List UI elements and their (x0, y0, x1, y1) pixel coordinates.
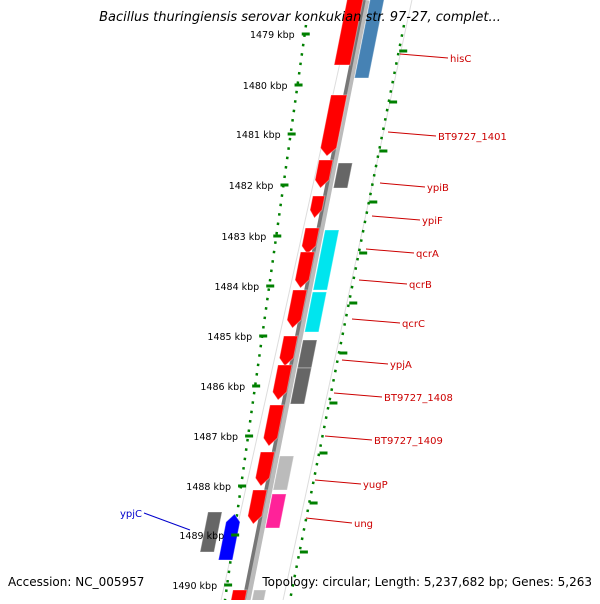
tick-layer: 1479 kbp 1480 kbp 1481 kbp 1482 kbp 1483 kbp… (172, 30, 408, 604)
gene-BT9727-1408[interactable] (289, 367, 313, 405)
gene-yugP[interactable] (272, 455, 295, 491)
label-layer: hisC BT9727_1401 ypiB ypiF qcrA qcrB qcrC ypjA B… (120, 53, 507, 531)
gene-qcrA[interactable] (312, 229, 340, 291)
gene-hisC[interactable] (353, 0, 385, 79)
tick-label: 1487 kbp (193, 432, 238, 443)
accession-text: Accession: NC_005957 (8, 575, 145, 589)
tick-label: 1482 kbp (229, 181, 274, 192)
gene-ypiB-red[interactable] (314, 159, 334, 189)
gene-leader-line (371, 215, 421, 221)
topology-text: Topology: circular; Length: 5,237,682 bp… (262, 575, 592, 589)
gene-label[interactable]: yugP (363, 480, 388, 491)
gene-label[interactable]: ypiB (427, 183, 449, 194)
tick-label: 1480 kbp (243, 81, 288, 92)
gene-label[interactable]: qcrC (402, 319, 425, 330)
tick-label: 1484 kbp (214, 282, 259, 293)
gene-ung[interactable] (264, 493, 287, 529)
gene-ypjA-red[interactable] (278, 335, 299, 367)
gene-qcrC[interactable] (286, 289, 308, 329)
backbone-shadow (243, 0, 370, 601)
gene-label[interactable]: hisC (450, 54, 471, 65)
gene-ypjC[interactable] (217, 513, 241, 561)
gene-ypiB[interactable] (332, 162, 354, 189)
gene-leader-line (399, 53, 449, 59)
tick-label: 1485 kbp (207, 332, 252, 343)
gene-qcrA-red[interactable] (301, 227, 321, 255)
gene-BT9727-1401[interactable] (319, 94, 348, 157)
gene-leader-line (358, 279, 408, 285)
tick-label: 1481 kbp (236, 130, 281, 141)
gene-label[interactable]: ypjC (120, 509, 142, 520)
gene-yugP-red[interactable] (254, 451, 276, 487)
gene-ypjC-gray[interactable] (199, 511, 223, 553)
tick-label: 1479 kbp (250, 30, 295, 41)
map-title: Bacillus thuringiensis serovar konkukian… (99, 10, 501, 25)
gene-bottom-red[interactable] (229, 589, 248, 604)
tick-label: 1488 kbp (186, 482, 231, 493)
gene-qcrC-cyan[interactable] (304, 291, 328, 333)
gene-label[interactable]: qcrB (409, 280, 432, 291)
gene-label[interactable]: ypjA (390, 360, 412, 371)
gene-leader-line (379, 182, 426, 188)
tick-label: 1486 kbp (200, 382, 245, 393)
tick-label: 1489 kbp (179, 531, 224, 542)
gene-leader-line (351, 318, 401, 324)
tick-label: 1490 kbp (172, 581, 217, 592)
gene-leader-line (341, 359, 389, 365)
gene-leader-line (324, 435, 373, 441)
outer-tick-track (223, 24, 308, 601)
feature-layer (199, 0, 385, 604)
gene-label[interactable]: BT9727_1408 (384, 393, 453, 404)
gene-BT9727-1408-red[interactable] (272, 364, 293, 401)
gene-leader-line (333, 392, 383, 398)
gene-leader-line (314, 479, 362, 485)
gene-leader-line (387, 131, 437, 137)
gene-label[interactable]: BT9727_1409 (374, 436, 443, 447)
gene-label[interactable]: qcrA (416, 249, 439, 260)
gene-label[interactable]: BT9727_1401 (438, 132, 507, 143)
gene-leader-line (305, 517, 353, 524)
gene-leader-line (365, 248, 415, 254)
gene-label[interactable]: ung (354, 519, 373, 530)
gene-label[interactable]: ypiF (422, 216, 443, 227)
gene-ung-red[interactable] (247, 489, 268, 525)
tick-label: 1483 kbp (222, 232, 267, 243)
gene-hisC-neighbor[interactable] (333, 0, 364, 66)
gene-leader-line (143, 512, 191, 531)
gene-bottom-gray[interactable] (250, 589, 267, 604)
gene-ypjA[interactable] (296, 339, 318, 369)
gene-BT9727-1409[interactable] (262, 404, 285, 447)
gene-ypiF[interactable] (309, 195, 326, 219)
gene-qcrB[interactable] (294, 251, 316, 289)
